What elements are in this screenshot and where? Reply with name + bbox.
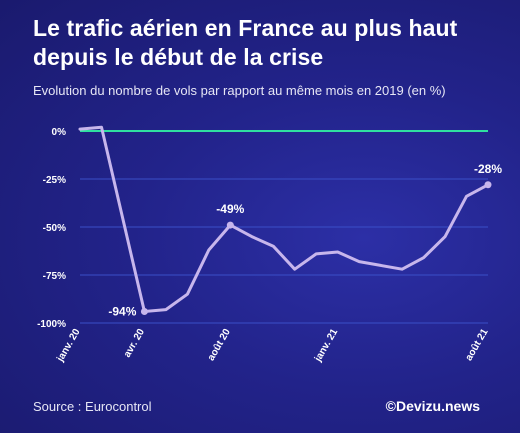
data-point (484, 181, 492, 189)
data-point (140, 307, 148, 315)
x-tick-label: avr. 20 (122, 327, 147, 360)
chart-title: Le trafic aérien en France au plus haut … (33, 15, 458, 70)
series-line (78, 125, 490, 313)
x-tick-label: août 21 (464, 327, 491, 363)
brand-watermark: ©Devizu.news (385, 398, 480, 414)
y-tick-label: -25% (43, 175, 66, 186)
x-tick-label: janv. 21 (312, 327, 340, 365)
data-point (226, 221, 234, 229)
y-tick-label: -100% (37, 319, 66, 330)
chart-subtitle: Evolution du nombre de vols par rapport … (33, 83, 446, 98)
y-tick-label: -50% (43, 223, 66, 234)
y-tick-label: 0% (52, 127, 67, 138)
x-tick-label: janv. 20 (55, 327, 83, 365)
y-tick-label: -75% (43, 271, 66, 282)
data-label: -28% (474, 162, 502, 176)
data-label: -94% (108, 304, 136, 318)
source-note: Source : Eurocontrol (33, 399, 152, 414)
data-label: -49% (216, 202, 244, 216)
x-tick-label: août 20 (206, 327, 233, 363)
